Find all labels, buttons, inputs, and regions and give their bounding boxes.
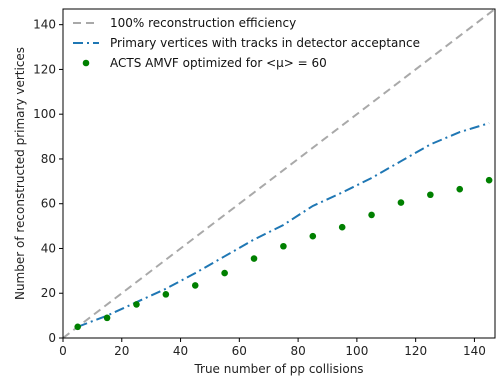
x-tick-label: 120 <box>404 344 427 358</box>
amvf-point <box>133 301 140 308</box>
amvf-point <box>250 255 258 262</box>
amvf-point <box>397 199 405 206</box>
legend: 100% reconstruction efficiency Primary v… <box>73 16 420 70</box>
amvf-point <box>485 176 493 184</box>
x-tick-label: 60 <box>232 344 247 358</box>
x-tick-label: 0 <box>59 344 67 358</box>
amvf-point <box>338 223 346 231</box>
amvf-point <box>162 291 170 298</box>
plot-area <box>63 9 495 338</box>
y-tick-label: 100 <box>33 107 56 121</box>
y-tick-label: 20 <box>41 286 56 300</box>
amvf-point <box>368 211 375 219</box>
x-tick-label: 20 <box>114 344 129 358</box>
amvf-point <box>221 269 228 277</box>
y-tick-label: 140 <box>33 18 56 32</box>
y-tick-label: 80 <box>41 152 56 166</box>
y-tick-label: 40 <box>41 241 56 255</box>
legend-label-acceptance: Primary vertices with tracks in detector… <box>110 36 420 50</box>
axis-ticks: 0 20 40 60 80 100 120 140 0 20 40 60 80 100 120 140 <box>33 18 486 358</box>
x-tick-label: 40 <box>173 344 188 358</box>
y-tick-label: 0 <box>48 331 56 345</box>
legend-label-amvf: ACTS AMVF optimized for <μ> = 60 <box>110 56 327 70</box>
y-axis-label: Number of reconstructed primary vertices <box>13 47 27 300</box>
legend-label-efficiency: 100% reconstruction efficiency <box>110 16 296 30</box>
amvf-point <box>309 232 317 240</box>
amvf-point <box>74 323 81 331</box>
y-tick-label: 120 <box>33 62 56 76</box>
x-axis-label: True number of pp collisions <box>193 362 363 376</box>
amvf-point <box>280 242 287 250</box>
amvf-point <box>456 185 464 193</box>
series-acceptance-line <box>77 122 490 328</box>
amvf-point <box>427 191 434 199</box>
legend-swatch-amvf <box>82 59 90 67</box>
axes-frame <box>62 8 496 339</box>
amvf-point <box>191 282 199 289</box>
x-tick-label: 100 <box>345 344 368 358</box>
x-tick-label: 80 <box>290 344 305 358</box>
x-tick-label: 140 <box>463 344 486 358</box>
amvf-point <box>103 314 111 322</box>
y-tick-label: 60 <box>41 197 56 211</box>
